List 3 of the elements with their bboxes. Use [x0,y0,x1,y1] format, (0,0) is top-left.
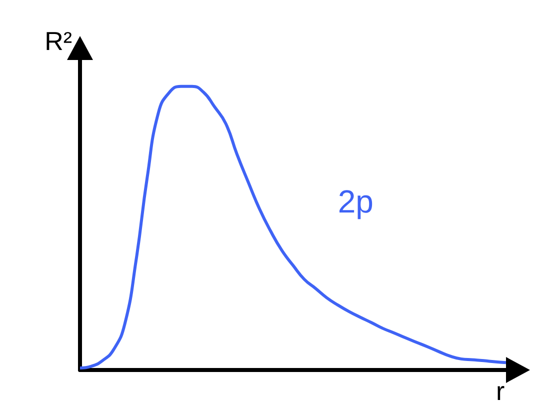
y-axis-title: R² [44,26,72,56]
x-axis-title: r [496,376,505,406]
series-label: 2p [338,184,374,220]
